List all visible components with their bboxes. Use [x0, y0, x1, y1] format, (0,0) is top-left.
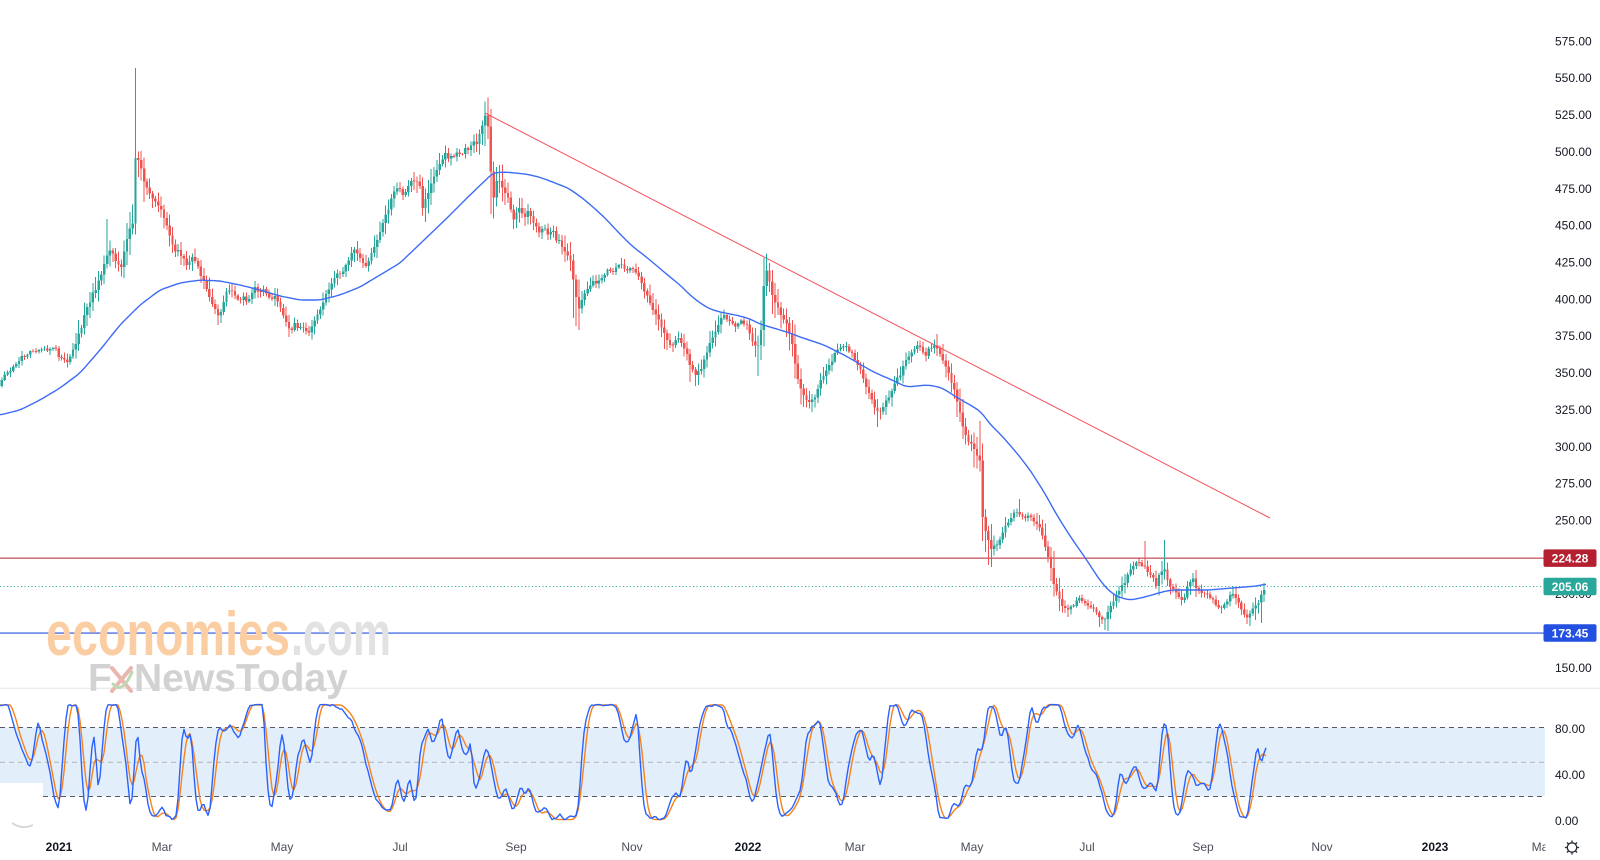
svg-text:Sep: Sep	[1192, 840, 1214, 854]
svg-text:400.00: 400.00	[1555, 292, 1592, 306]
svg-text:Jul: Jul	[392, 840, 407, 854]
svg-text:Jul: Jul	[1079, 840, 1094, 854]
svg-text:2023: 2023	[1422, 840, 1449, 854]
svg-text:425.00: 425.00	[1555, 256, 1592, 270]
svg-text:550.00: 550.00	[1555, 71, 1592, 85]
svg-text:Nov: Nov	[1311, 840, 1332, 854]
svg-text:150.00: 150.00	[1555, 661, 1592, 675]
svg-text:450.00: 450.00	[1555, 219, 1592, 233]
svg-text:.com: .com	[291, 600, 391, 669]
svg-text:Sep: Sep	[505, 840, 527, 854]
svg-text:350.00: 350.00	[1555, 366, 1592, 380]
svg-text:0.00: 0.00	[1555, 814, 1579, 828]
svg-text:economies: economies	[46, 600, 290, 669]
svg-text:Nov: Nov	[621, 840, 642, 854]
svg-text:475.00: 475.00	[1555, 182, 1592, 196]
svg-text:525.00: 525.00	[1555, 108, 1592, 122]
svg-text:224.28: 224.28	[1552, 551, 1589, 565]
svg-text:250.00: 250.00	[1555, 514, 1592, 528]
svg-text:173.45: 173.45	[1552, 626, 1589, 640]
svg-text:May: May	[271, 840, 294, 854]
svg-text:2021: 2021	[46, 840, 73, 854]
svg-text:500.00: 500.00	[1555, 145, 1592, 159]
svg-text:275.00: 275.00	[1555, 477, 1592, 491]
svg-text:80.00: 80.00	[1555, 722, 1585, 736]
svg-text:NewsToday: NewsToday	[134, 657, 348, 700]
svg-text:2022: 2022	[735, 840, 762, 854]
svg-text:May: May	[961, 840, 984, 854]
svg-text:F: F	[88, 657, 112, 700]
svg-text:Mar: Mar	[152, 840, 173, 854]
svg-text:375.00: 375.00	[1555, 329, 1592, 343]
svg-text:Mar: Mar	[845, 840, 866, 854]
svg-text:300.00: 300.00	[1555, 440, 1592, 454]
svg-text:40.00: 40.00	[1555, 768, 1585, 782]
svg-text:325.00: 325.00	[1555, 403, 1592, 417]
svg-text:205.06: 205.06	[1552, 580, 1589, 594]
svg-text:575.00: 575.00	[1555, 34, 1592, 48]
